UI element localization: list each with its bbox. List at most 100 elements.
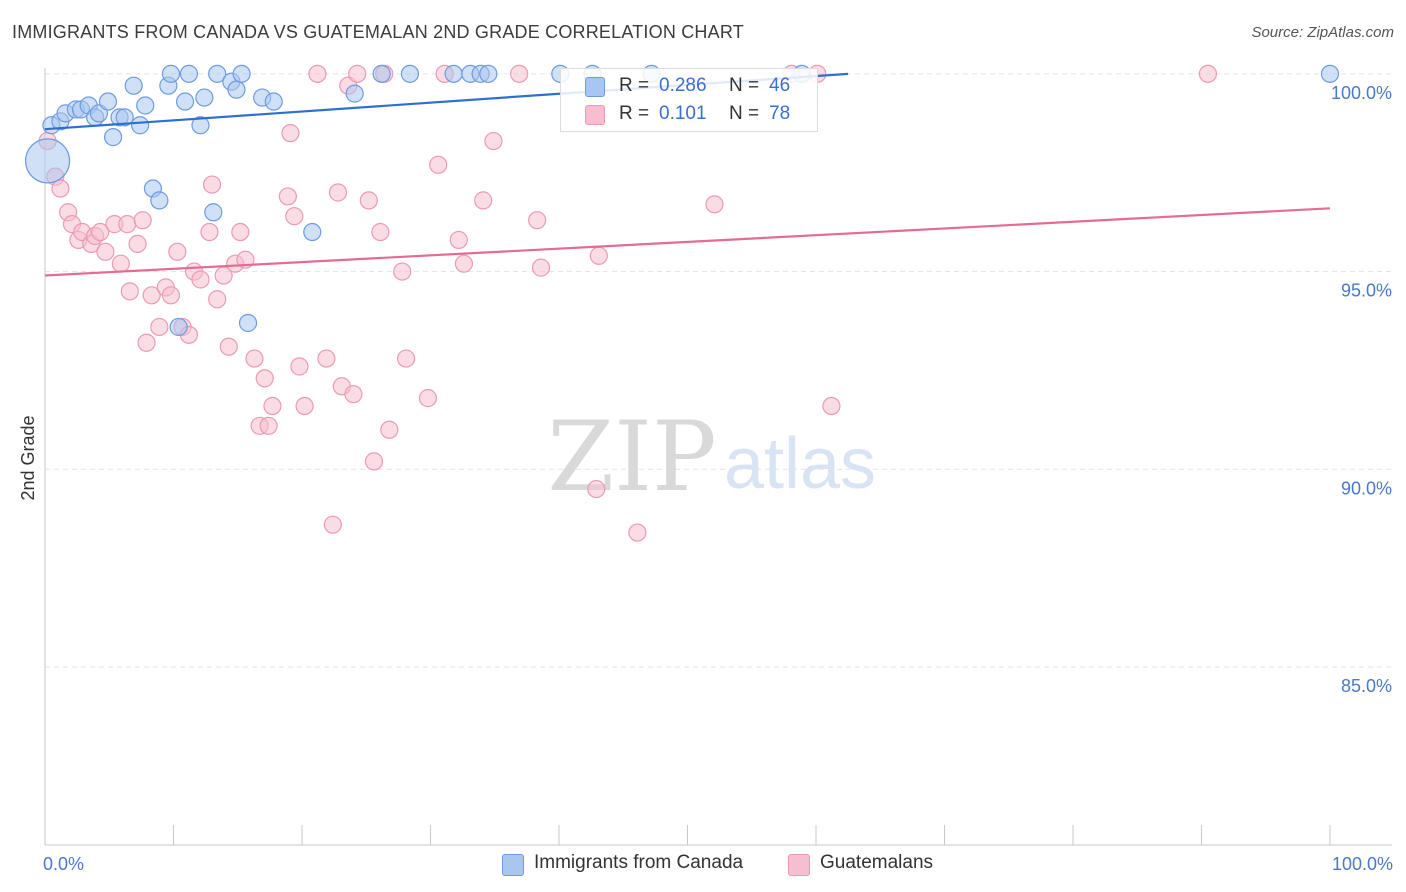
n-value: 46 bbox=[769, 75, 791, 96]
point-guatemalans bbox=[150, 317, 169, 337]
axes bbox=[44, 68, 1392, 846]
point-canada bbox=[169, 317, 188, 337]
swatch-canada bbox=[585, 77, 605, 97]
point-canada bbox=[238, 313, 258, 333]
point-guatemalans bbox=[295, 396, 314, 416]
point-canada bbox=[232, 64, 251, 83]
n-value: 78 bbox=[769, 103, 791, 124]
point-guatemalans bbox=[51, 179, 70, 198]
point-guatemalans bbox=[396, 349, 416, 368]
point-guatemalans bbox=[474, 191, 493, 210]
point-guatemalans bbox=[202, 175, 222, 194]
point-guatemalans bbox=[278, 187, 297, 206]
point-guatemalans bbox=[628, 523, 647, 542]
point-guatemalans bbox=[219, 337, 238, 356]
r-label: R = bbox=[619, 103, 650, 124]
point-guatemalans bbox=[290, 357, 309, 376]
point-canada bbox=[175, 92, 195, 111]
x-tick-label: 0.0% bbox=[43, 854, 84, 874]
point-guatemalans bbox=[96, 242, 115, 261]
point-guatemalans bbox=[344, 385, 363, 404]
chart-title: IMMIGRANTS FROM CANADA VS GUATEMALAN 2ND… bbox=[12, 22, 744, 42]
point-guatemalans bbox=[245, 349, 264, 368]
point-guatemalans bbox=[705, 195, 724, 214]
point-guatemalans bbox=[111, 254, 130, 273]
point-guatemalans bbox=[142, 286, 161, 305]
point-guatemalans bbox=[484, 131, 503, 151]
y-tick-label: 90.0% bbox=[1341, 478, 1392, 498]
point-guatemalans bbox=[454, 254, 474, 273]
legend-label-canada: Immigrants from Canada bbox=[534, 852, 744, 873]
series-legend: Immigrants from Canada Guatemalans bbox=[0, 852, 1406, 876]
point-guatemalans bbox=[128, 234, 147, 253]
point-guatemalans bbox=[323, 515, 342, 534]
point-canada bbox=[104, 128, 123, 147]
point-guatemalans bbox=[328, 183, 348, 202]
r-value: 0.101 bbox=[659, 103, 707, 124]
grid bbox=[45, 73, 1392, 668]
point-guatemalans bbox=[531, 258, 551, 277]
point-guatemalans bbox=[364, 452, 384, 471]
point-canada bbox=[195, 88, 214, 107]
point-guatemalans bbox=[285, 207, 304, 226]
point-canada bbox=[479, 64, 498, 83]
point-canada bbox=[400, 64, 420, 83]
swatch-guatemalans bbox=[585, 105, 605, 125]
y-tick-label: 85.0% bbox=[1341, 676, 1392, 696]
point-guatemalans bbox=[161, 286, 181, 305]
point-canada bbox=[179, 64, 199, 83]
x-tick-label: 100.0% bbox=[1332, 854, 1393, 874]
stats-legend: R = 0.286 N = 46 R = 0.101 N = 78 bbox=[560, 68, 818, 132]
legend-label-guatemalans: Guatemalans bbox=[820, 852, 934, 873]
point-guatemalans bbox=[259, 416, 278, 435]
point-guatemalans bbox=[317, 349, 336, 368]
point-canada bbox=[191, 116, 210, 135]
point-guatemalans bbox=[118, 215, 137, 234]
point-guatemalans bbox=[1198, 64, 1218, 83]
point-guatemalans bbox=[208, 290, 227, 309]
watermark-atlas: atlas bbox=[724, 424, 876, 504]
watermark-zip: ZIP bbox=[547, 401, 716, 513]
point-guatemalans bbox=[91, 222, 110, 242]
point-guatemalans bbox=[200, 222, 219, 242]
point-canada bbox=[204, 203, 223, 222]
point-guatemalans bbox=[429, 155, 448, 174]
point-canada bbox=[264, 92, 283, 111]
point-guatemalans bbox=[120, 282, 139, 301]
point-canada bbox=[124, 76, 143, 95]
n-label: N = bbox=[729, 103, 760, 124]
r-label: R = bbox=[619, 75, 650, 96]
point-guatemalans bbox=[133, 211, 152, 230]
point-guatemalans bbox=[359, 191, 378, 210]
point-canada bbox=[136, 96, 155, 115]
point-guatemalans bbox=[822, 396, 841, 416]
r-value: 0.286 bbox=[659, 75, 707, 96]
watermark: ZIP atlas bbox=[547, 401, 876, 513]
point-canada bbox=[444, 64, 463, 83]
y-tick-label: 95.0% bbox=[1341, 281, 1392, 301]
point-canada bbox=[372, 64, 391, 83]
point-guatemalans bbox=[418, 389, 438, 408]
tick-labels: 100.0% 95.0% 90.0% 85.0% 0.0% 100.0% bbox=[43, 83, 1393, 874]
point-canada bbox=[150, 191, 169, 210]
point-canada bbox=[208, 64, 227, 83]
point-canada bbox=[227, 80, 246, 99]
point-guatemalans bbox=[528, 211, 547, 230]
point-canada bbox=[98, 92, 118, 111]
point-guatemalans bbox=[587, 479, 606, 499]
point-canada bbox=[1320, 64, 1340, 83]
legend-swatch-guatemalans bbox=[788, 854, 810, 876]
point-guatemalans bbox=[589, 246, 608, 265]
point-guatemalans bbox=[393, 262, 412, 281]
point-guatemalans bbox=[371, 222, 390, 242]
point-guatemalans bbox=[231, 222, 250, 242]
point-canada bbox=[161, 64, 181, 83]
point-canada bbox=[115, 108, 134, 127]
y-axis-label: 2nd Grade bbox=[18, 415, 38, 500]
point-guatemalans bbox=[510, 64, 529, 83]
point-guatemalans bbox=[348, 64, 367, 83]
point-guatemalans bbox=[137, 333, 156, 352]
point-canada bbox=[24, 138, 71, 184]
point-canada bbox=[303, 222, 322, 242]
